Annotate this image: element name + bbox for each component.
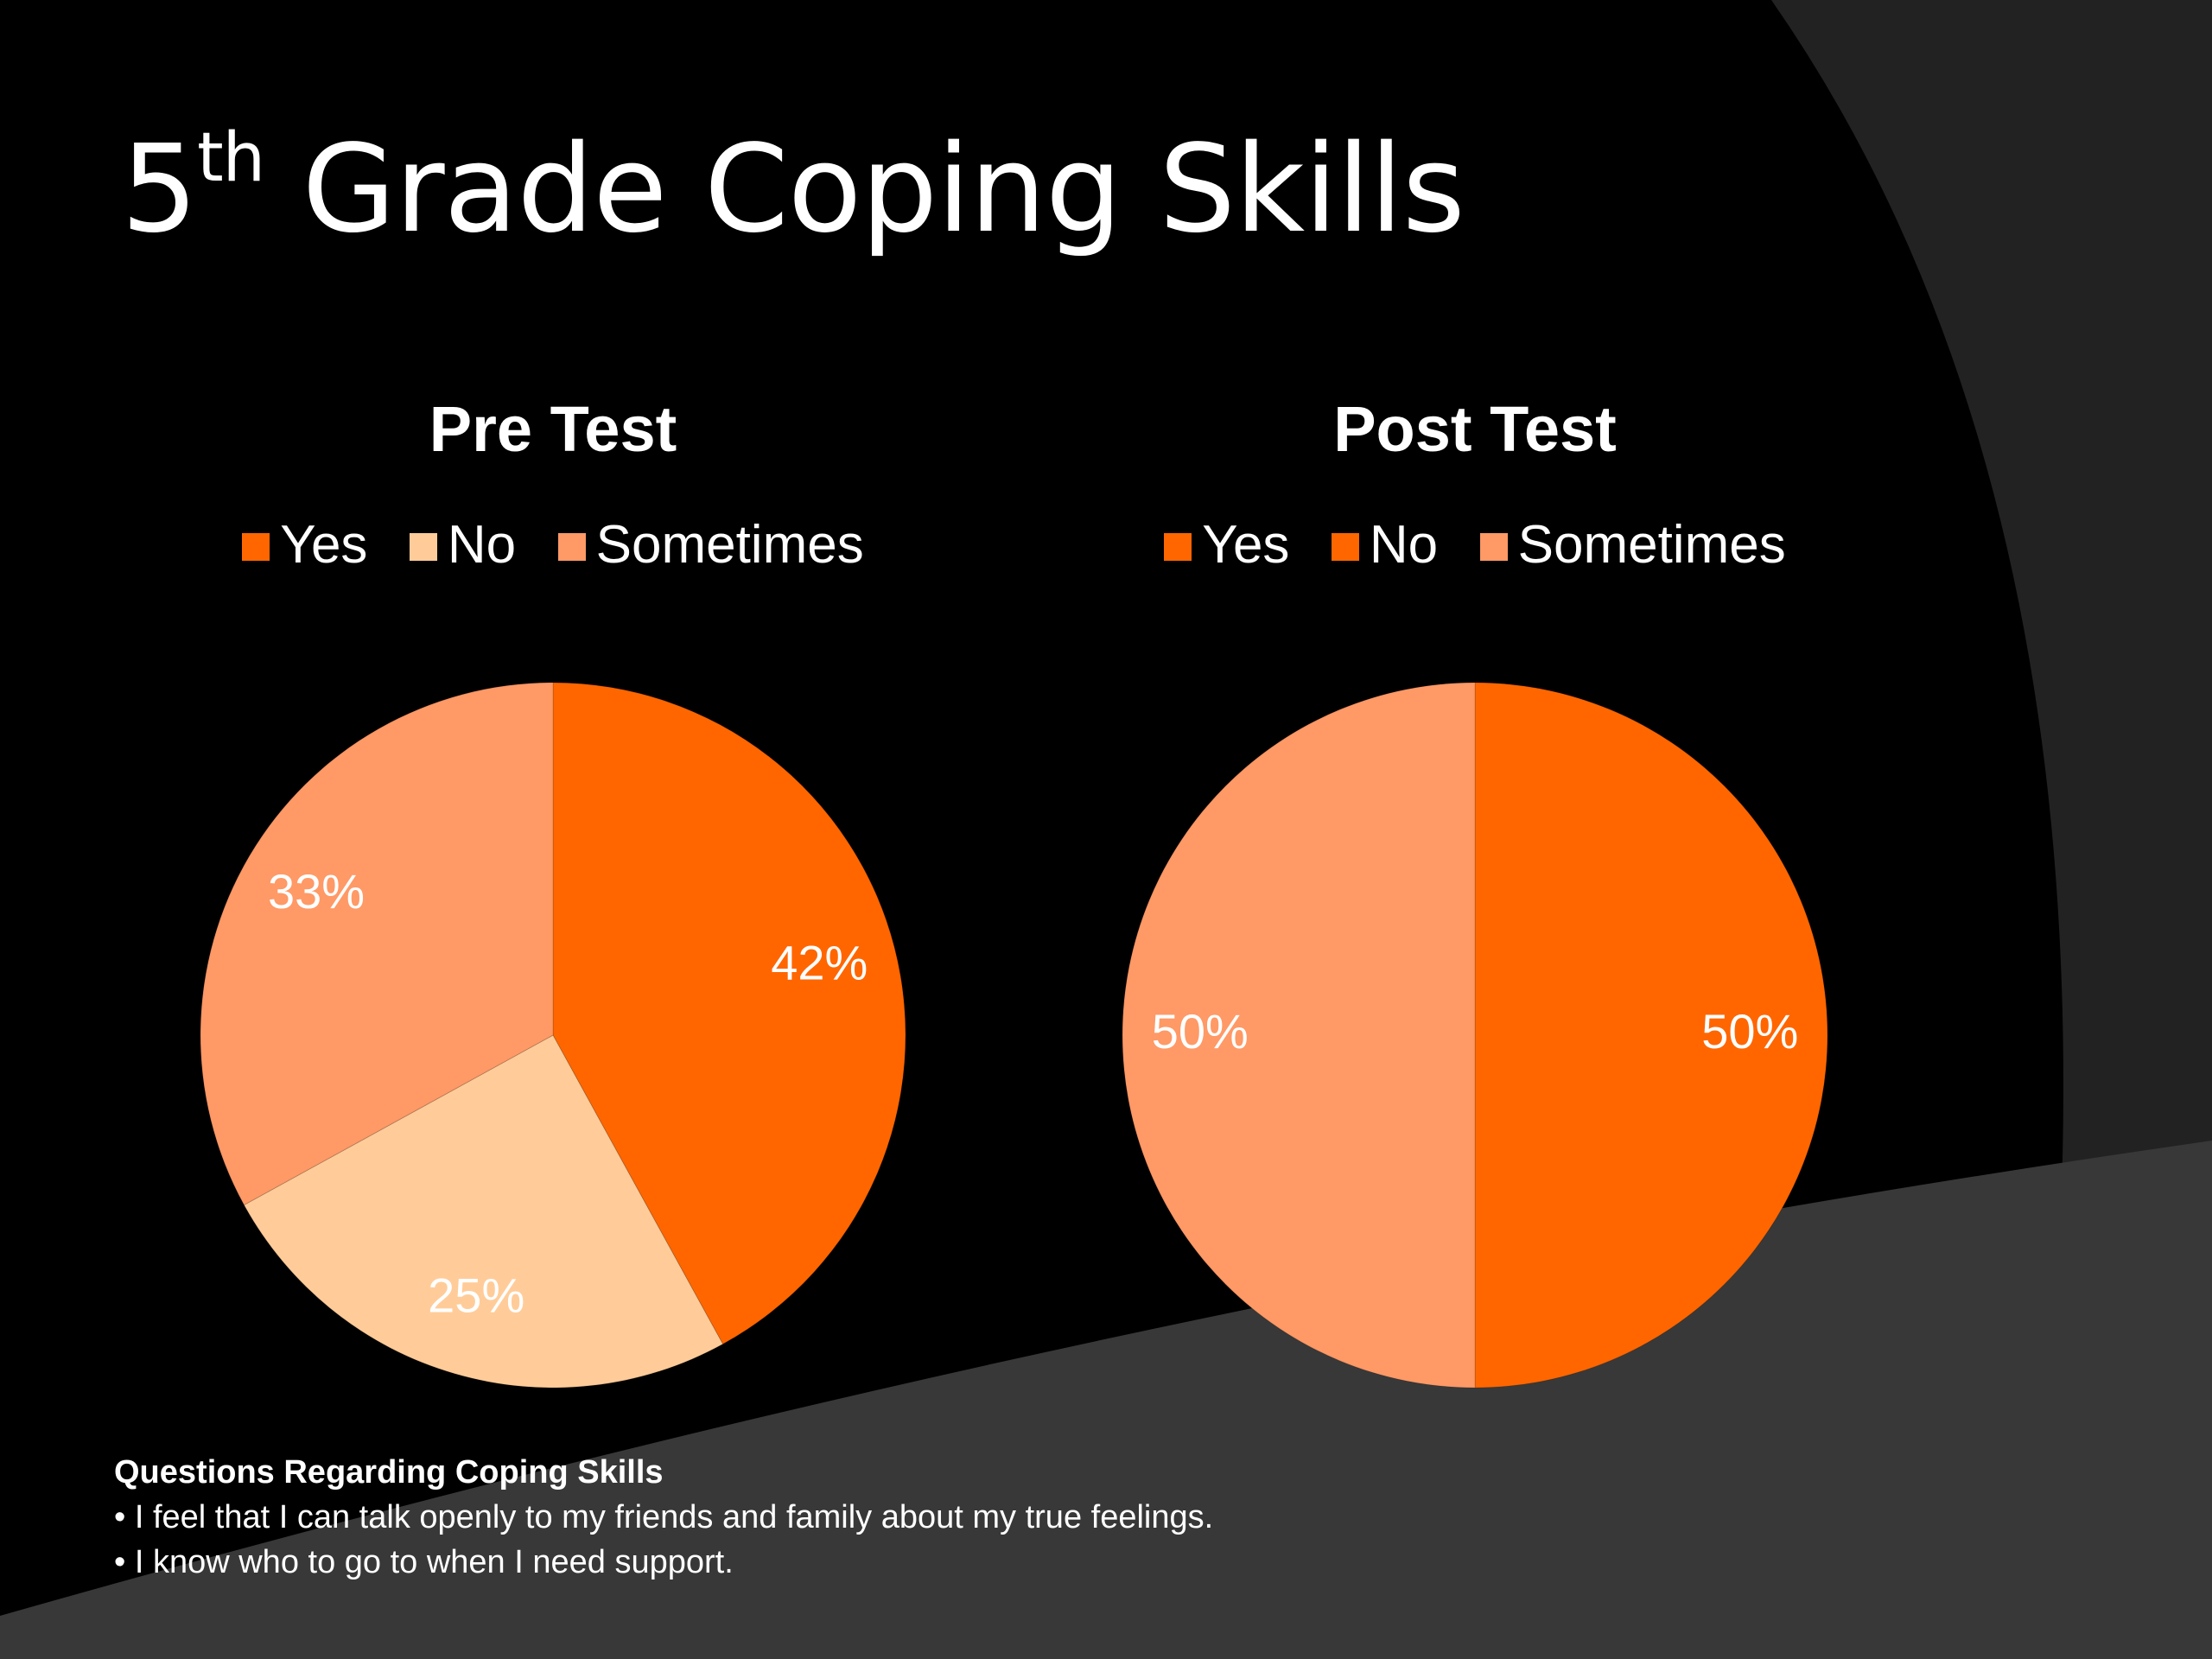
legend-label-sometimes: Sometimes bbox=[595, 515, 864, 575]
footer-heading: Questions Regarding Coping Skills bbox=[114, 1454, 664, 1491]
legend-item-no: No bbox=[1331, 515, 1439, 575]
post-test-data-label-yes: 50% bbox=[1701, 1004, 1798, 1058]
legend-item-yes: Yes bbox=[242, 518, 367, 572]
legend-swatch-yes bbox=[1164, 533, 1192, 561]
post-test-slice-yes bbox=[1474, 682, 1828, 1389]
footer-item: • I feel that I can talk openly to my fr… bbox=[114, 1499, 1214, 1535]
pre-test-pie: 42% 25% 33% bbox=[200, 682, 906, 1389]
legend-item-sometimes: Sometimes bbox=[1479, 515, 1786, 575]
post-test-legend: Yes No Sometimes bbox=[1043, 518, 1907, 572]
post-test-slice-sometimes bbox=[1122, 682, 1476, 1389]
pre-test-data-label-no: 25% bbox=[428, 1268, 524, 1322]
legend-item-no: No bbox=[409, 515, 517, 575]
legend-swatch-sometimes bbox=[1479, 533, 1508, 561]
legend-swatch-yes bbox=[242, 533, 270, 561]
slide-title-text: Grade Coping Skills bbox=[264, 119, 1465, 260]
post-test-chart-title: Post Test bbox=[1333, 393, 1617, 465]
post-test-data-label-sometimes: 50% bbox=[1152, 1004, 1249, 1058]
questions-footer: Questions Regarding Coping Skills • I fe… bbox=[114, 1450, 1213, 1585]
post-test-pie: 50% 50% bbox=[1122, 682, 1828, 1389]
legend-label-no: No bbox=[1369, 515, 1439, 575]
post-test-chart: 50% 50% Post Test Yes No Sometimes bbox=[1043, 397, 1907, 1417]
footer-item: • I know who to go to when I need suppor… bbox=[114, 1544, 734, 1580]
pre-test-chart-title: Pre Test bbox=[429, 393, 677, 465]
pre-test-slice-sometimes bbox=[200, 682, 554, 1206]
background-arc-top-right bbox=[1771, 0, 2212, 1296]
slide-title: 5th Grade Coping Skills bbox=[121, 124, 1465, 251]
legend-item-sometimes: Sometimes bbox=[557, 515, 864, 575]
legend-item-yes: Yes bbox=[1164, 518, 1289, 572]
slide-title-ordinal: th bbox=[197, 119, 265, 197]
pre-test-slice-yes bbox=[552, 682, 906, 1345]
legend-swatch-sometimes bbox=[557, 533, 586, 561]
pre-test-legend: Yes No Sometimes bbox=[121, 518, 985, 572]
pre-test-data-label-sometimes: 33% bbox=[268, 864, 365, 918]
pre-test-slice-no bbox=[243, 1034, 724, 1389]
legend-label-no: No bbox=[447, 515, 517, 575]
legend-label-yes: Yes bbox=[280, 515, 368, 575]
legend-label-sometimes: Sometimes bbox=[1517, 515, 1786, 575]
pre-test-chart: 42% 25% 33% Pre Test Yes No Sometimes bbox=[121, 397, 985, 1417]
pre-test-data-label-yes: 42% bbox=[771, 936, 868, 990]
legend-label-yes: Yes bbox=[1202, 515, 1290, 575]
legend-swatch-no bbox=[1331, 533, 1359, 561]
legend-swatch-no bbox=[409, 533, 437, 561]
slide-title-number: 5 bbox=[121, 119, 198, 260]
